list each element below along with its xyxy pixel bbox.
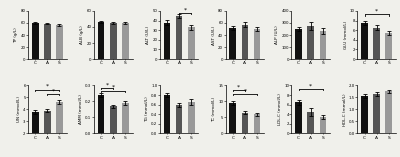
Text: *: * (106, 82, 109, 87)
Bar (56, 102, 63, 133)
Bar (308, 26, 314, 59)
Bar (373, 94, 380, 133)
Bar (295, 29, 302, 59)
Bar (320, 117, 326, 133)
Text: *: * (237, 84, 240, 89)
Text: *: * (375, 9, 378, 14)
Bar (44, 24, 51, 59)
Bar (164, 95, 170, 133)
Y-axis label: TC (mmol/L): TC (mmol/L) (212, 97, 216, 122)
Bar (110, 106, 116, 133)
Text: *: * (243, 88, 246, 93)
Bar (308, 112, 314, 133)
Y-axis label: ALB (g/L): ALB (g/L) (80, 26, 84, 44)
Text: *: * (112, 85, 115, 90)
Bar (242, 25, 248, 59)
Bar (361, 23, 368, 59)
Y-axis label: ALT (U/L): ALT (U/L) (146, 26, 150, 44)
Bar (230, 103, 236, 133)
Bar (242, 113, 248, 133)
Y-axis label: HDL-C (mmol/L): HDL-C (mmol/L) (342, 93, 346, 126)
Bar (98, 95, 104, 133)
Bar (176, 16, 182, 59)
Bar (188, 102, 194, 133)
Bar (122, 103, 129, 133)
Bar (320, 31, 326, 59)
Y-axis label: TG (mmol/L): TG (mmol/L) (145, 97, 149, 122)
Bar (44, 111, 51, 133)
Bar (188, 27, 194, 59)
Bar (32, 112, 38, 133)
Bar (295, 102, 302, 133)
Bar (361, 96, 368, 133)
Text: *: * (184, 7, 187, 12)
Bar (230, 28, 236, 59)
Bar (56, 25, 63, 59)
Y-axis label: LDL-C (mmol/L): LDL-C (mmol/L) (278, 94, 282, 125)
Y-axis label: AMM (mmol/L): AMM (mmol/L) (79, 95, 83, 124)
Bar (110, 23, 116, 59)
Bar (176, 105, 182, 133)
Bar (373, 28, 380, 59)
Bar (164, 22, 170, 59)
Bar (122, 23, 129, 59)
Text: *: * (52, 88, 55, 93)
Bar (386, 91, 392, 133)
Text: *: * (309, 84, 312, 89)
Y-axis label: UN (mmol/L): UN (mmol/L) (17, 96, 21, 122)
Text: *: * (46, 84, 49, 89)
Y-axis label: GLU (mmol/L): GLU (mmol/L) (344, 21, 348, 49)
Bar (386, 33, 392, 59)
Bar (32, 23, 38, 59)
Y-axis label: TP (g/L): TP (g/L) (14, 27, 18, 43)
Y-axis label: ALP (U/L): ALP (U/L) (276, 26, 280, 44)
Y-axis label: AST (U/L): AST (U/L) (212, 25, 216, 45)
Bar (98, 22, 104, 59)
Bar (254, 114, 260, 133)
Bar (254, 29, 260, 59)
